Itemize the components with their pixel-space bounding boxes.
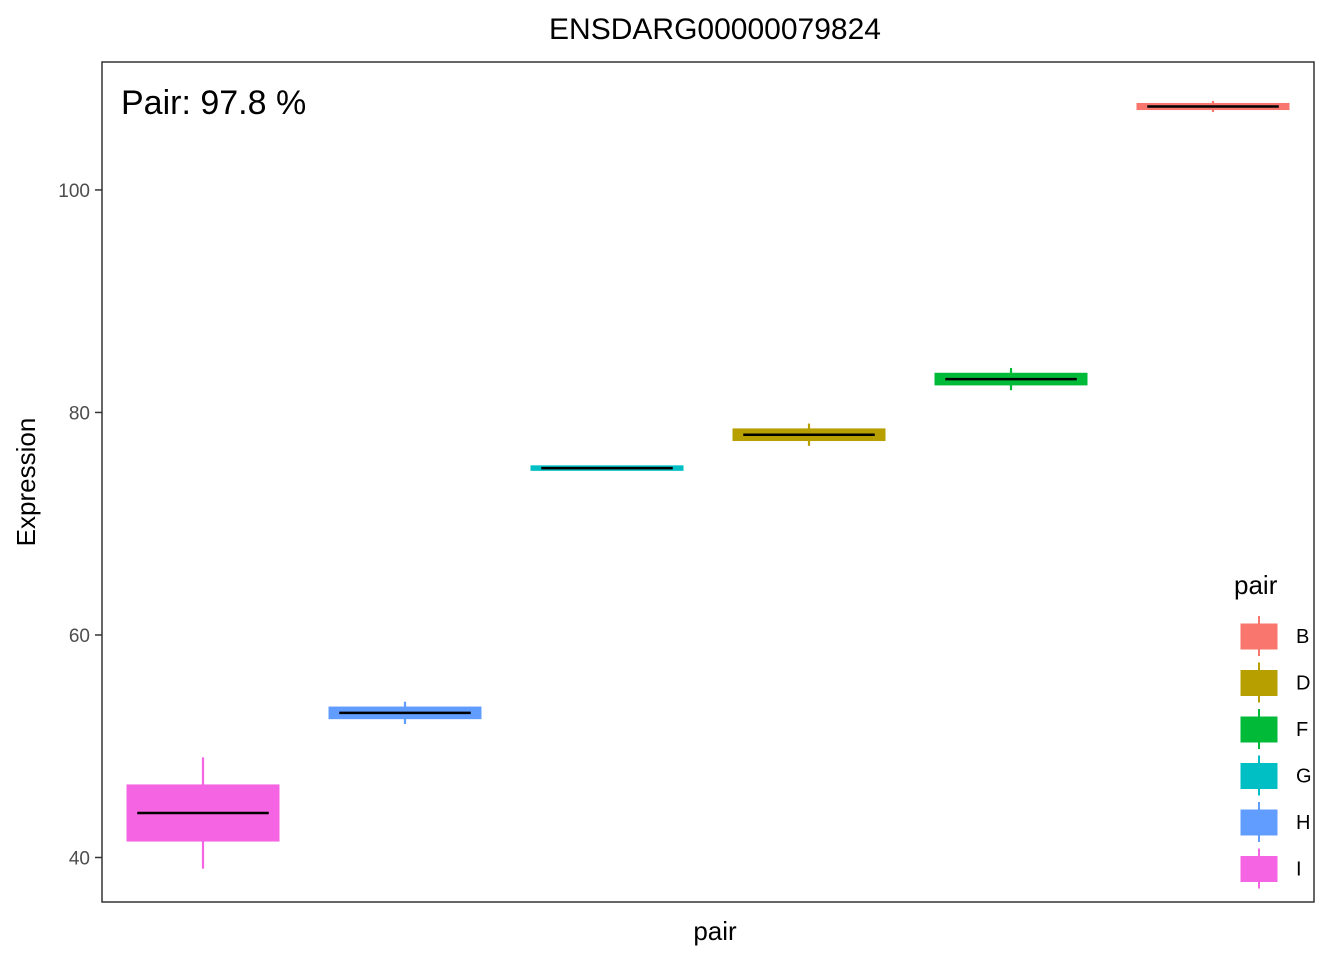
legend-label: B xyxy=(1296,626,1309,648)
box-G xyxy=(530,465,684,471)
y-tick-label: 40 xyxy=(69,848,90,869)
y-axis-title: Expression xyxy=(11,418,41,547)
y-tick-label: 100 xyxy=(58,181,90,202)
chart-title: ENSDARG00000079824 xyxy=(549,13,881,46)
legend-key-swatch xyxy=(1240,623,1278,650)
legend-key-B: B xyxy=(1240,616,1309,656)
legend-label: I xyxy=(1296,859,1302,881)
box-I xyxy=(126,757,280,869)
y-tick-label: 80 xyxy=(69,403,90,424)
legend-key-H: H xyxy=(1240,802,1310,842)
box-D xyxy=(732,423,886,446)
legend-key-I: I xyxy=(1240,848,1302,889)
legend-key-F: F xyxy=(1240,709,1308,749)
legend: pair B D F G H I xyxy=(1234,570,1312,889)
annotation-text: Pair: 97.8 % xyxy=(121,84,306,122)
legend-key-swatch xyxy=(1240,856,1278,882)
y-tick-label: 60 xyxy=(69,626,90,647)
legend-keys: B D F G H I xyxy=(1240,616,1312,889)
y-axis: 40 60 80 100 xyxy=(58,181,102,869)
legend-key-D: D xyxy=(1240,662,1310,703)
box-B xyxy=(1136,100,1290,113)
legend-label: H xyxy=(1296,812,1310,834)
legend-key-swatch xyxy=(1240,670,1278,696)
legend-key-swatch xyxy=(1240,716,1278,743)
legend-label: G xyxy=(1296,766,1312,788)
legend-key-swatch xyxy=(1240,763,1278,789)
legend-key-swatch xyxy=(1240,809,1278,836)
legend-title: pair xyxy=(1234,570,1278,600)
legend-label: D xyxy=(1296,673,1310,695)
box-F xyxy=(934,367,1088,391)
x-axis-title: pair xyxy=(693,916,737,946)
boxes-group xyxy=(126,100,1290,869)
box-H xyxy=(328,701,482,724)
legend-label: F xyxy=(1296,719,1308,741)
plot-panel xyxy=(101,61,1315,903)
legend-key-G: G xyxy=(1240,755,1312,796)
